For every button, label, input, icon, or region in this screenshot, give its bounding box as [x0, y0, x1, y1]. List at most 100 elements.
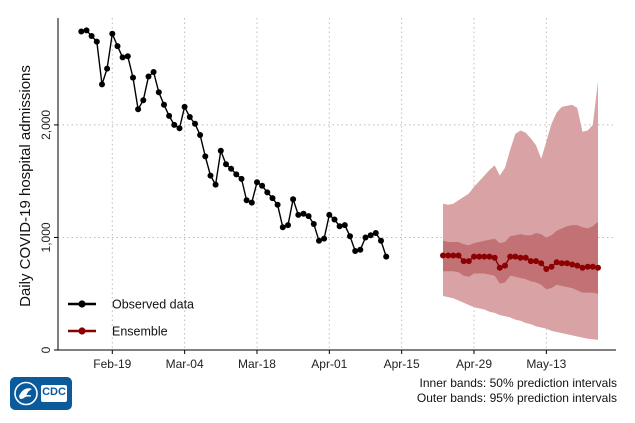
- ensemble-point: [548, 263, 555, 270]
- x-tick-label: Apr-01: [311, 357, 347, 371]
- ensemble-point: [579, 264, 586, 271]
- observed-point: [104, 65, 111, 72]
- observed-point: [347, 233, 353, 240]
- legend-observed-label: Observed data: [112, 298, 194, 312]
- ensemble-point: [517, 254, 524, 261]
- observed-point: [83, 27, 90, 34]
- legend-ensemble-label: Ensemble: [112, 325, 168, 339]
- ensemble-point: [496, 264, 503, 271]
- observed-point: [181, 103, 188, 110]
- observed-point: [372, 230, 379, 236]
- observed-point: [99, 81, 105, 88]
- ensemble-point: [595, 264, 601, 271]
- observed-point: [212, 181, 219, 188]
- observed-point: [171, 121, 178, 128]
- cdc-logo: CDC: [10, 377, 72, 410]
- ensemble-point: [553, 259, 560, 266]
- observed-point: [78, 28, 85, 35]
- observed-point: [285, 222, 291, 229]
- observed-point: [336, 223, 343, 230]
- x-tick-label: May-13: [526, 357, 566, 371]
- observed-point: [290, 196, 297, 203]
- footnote-inner-bands: Inner bands: 50% prediction intervals: [419, 376, 617, 390]
- observed-point: [264, 189, 271, 196]
- observed-point: [119, 54, 126, 61]
- ensemble-point: [460, 258, 467, 265]
- ensemble-point: [465, 258, 472, 265]
- ensemble-point: [584, 263, 591, 270]
- ensemble-point: [533, 258, 539, 265]
- ensemble-point: [574, 262, 581, 269]
- observed-point: [202, 153, 209, 160]
- observed-point: [135, 106, 142, 113]
- legend: Observed data Ensemble: [68, 298, 194, 339]
- x-tick-label: Apr-15: [384, 357, 420, 371]
- observed-point: [300, 210, 307, 217]
- ensemble-point: [507, 253, 514, 260]
- cdc-logo-text: CDC: [42, 386, 66, 398]
- observed-point: [321, 235, 328, 242]
- ensemble-point: [538, 260, 545, 267]
- observed-point: [176, 125, 183, 132]
- ensemble-point: [589, 263, 596, 270]
- observed-point: [93, 38, 100, 45]
- observed-point: [295, 211, 302, 218]
- observed-point: [228, 165, 235, 172]
- observed-point: [130, 74, 136, 81]
- cdc-logo-badge: CDC: [41, 385, 67, 402]
- legend-ensemble-marker: [78, 327, 86, 335]
- y-tick-label: 1,000: [39, 222, 53, 252]
- legend-observed-marker: [78, 300, 86, 308]
- ensemble-point: [471, 253, 477, 260]
- observed-point: [207, 172, 214, 179]
- observed-point: [217, 147, 224, 154]
- observed-point: [145, 73, 152, 80]
- observed-point: [383, 253, 390, 260]
- observed-point: [124, 53, 131, 60]
- x-tick-label: Mar-18: [238, 357, 276, 371]
- observed-point: [331, 216, 338, 223]
- ensemble-point: [527, 258, 534, 265]
- observed-point: [259, 182, 266, 189]
- observed-point: [140, 97, 147, 104]
- observed-point: [341, 222, 348, 229]
- observed-point: [326, 211, 333, 218]
- observed-point: [269, 195, 276, 202]
- observed-point: [223, 161, 229, 168]
- observed-point: [243, 197, 250, 204]
- observed-point: [367, 232, 374, 239]
- x-tick-label: Mar-04: [166, 357, 204, 371]
- ensemble-point: [543, 266, 550, 272]
- x-tick-label: Feb-19: [93, 357, 131, 371]
- footnote-outer-bands: Outer bands: 95% prediction intervals: [416, 391, 617, 405]
- ensemble-point: [486, 253, 493, 260]
- y-axis-title: Daily COVID-19 hospital admissions: [17, 65, 34, 307]
- observed-point: [166, 112, 173, 119]
- ensemble-point: [502, 262, 508, 269]
- observed-point: [352, 248, 359, 254]
- observed-point: [316, 237, 322, 244]
- tick-labels: Feb-19 Mar-04 Mar-18 Apr-01 Apr-15 Apr-29 May-…: [39, 110, 567, 371]
- ensemble-point: [512, 253, 519, 260]
- observed-point: [310, 221, 317, 227]
- observed-point: [155, 89, 162, 96]
- prediction-bands: [443, 81, 598, 340]
- observed-point: [279, 224, 286, 231]
- observed-point: [248, 199, 255, 206]
- observed-point: [305, 213, 312, 220]
- ensemble-point: [445, 252, 452, 259]
- observed-point: [150, 69, 157, 75]
- ensemble-point: [491, 254, 498, 261]
- series-points: [78, 27, 601, 272]
- outer-band-95: [443, 81, 598, 340]
- ensemble-point: [481, 253, 488, 260]
- y-tick-label: 0: [39, 346, 53, 353]
- observed-point: [161, 101, 167, 108]
- axes: [54, 18, 616, 354]
- ensemble-point: [569, 261, 576, 268]
- observed-line: [81, 29, 387, 257]
- observed-point: [357, 246, 364, 253]
- ensemble-point: [476, 253, 483, 260]
- grid: [58, 18, 616, 350]
- observed-point: [233, 171, 240, 178]
